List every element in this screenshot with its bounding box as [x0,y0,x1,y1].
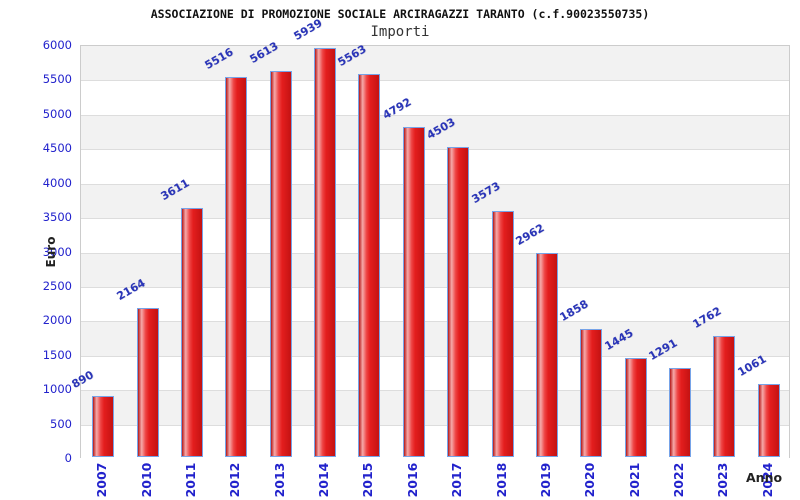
bar-2019 [535,253,558,457]
x-tick-label-2015: 2015 [360,462,376,498]
bar-2011 [180,208,203,457]
y-tick-label: 3000 [42,244,72,259]
x-tick-label-2013: 2013 [271,462,287,498]
y-tick-label: 5000 [42,106,72,121]
gridline [81,286,789,288]
bar-2012 [225,77,248,457]
plot-area: 890 2164 3611 5516 5613 5939 5563 4792 4503 3573 2… [70,17,790,459]
x-axis-label: Anno [746,470,783,485]
gridline [81,355,789,357]
gridline [81,114,789,116]
bar-2021 [624,357,647,457]
bar-2017 [447,147,470,457]
x-tick-label-2012: 2012 [227,462,243,498]
gridline [81,80,789,82]
plot-band [81,114,789,150]
bar-2007 [92,395,115,457]
bar-2010 [136,308,159,457]
y-tick-label: 1000 [42,382,72,397]
y-tick-label: 1500 [42,347,72,362]
y-tick-label: 500 [50,416,72,431]
plot-band [81,46,789,81]
x-tick-label-2021: 2021 [626,462,642,498]
x-tick-label-2010: 2010 [138,462,154,498]
plot-band [81,149,789,184]
bar-2016 [402,127,425,457]
x-tick-label-2007: 2007 [94,462,110,498]
chart-subtitle: Importi [370,24,430,40]
x-tick-label-2019: 2019 [537,462,553,498]
y-tick-label: 3500 [42,210,72,225]
gridline [81,149,789,151]
bar-2022 [669,368,692,457]
y-tick-label: 6000 [42,38,72,52]
gridline [81,321,789,323]
x-tick-label-2011: 2011 [182,462,198,498]
bar-2015 [358,74,381,457]
bar-2024 [757,383,780,457]
gridline [81,252,789,254]
x-tick-label-2022: 2022 [671,462,687,498]
y-tick-label: 4000 [42,175,72,190]
gridline [81,390,789,392]
bar-2020 [580,329,603,457]
gridline [81,218,789,220]
bar-2018 [491,211,514,457]
x-tick-label-2014: 2014 [316,462,332,498]
y-tick-label: 0 [64,451,72,465]
x-tick-label-2018: 2018 [493,462,509,498]
x-tick-label-2016: 2016 [404,462,420,498]
y-axis-label: Euro [44,236,58,268]
x-tick-label-2023: 2023 [715,462,731,498]
x-tick-label-2017: 2017 [449,462,465,498]
y-tick-label: 5500 [42,72,72,87]
plot-band [81,80,789,115]
y-tick-label: 4500 [42,141,72,156]
chart-title: ASSOCIAZIONE DI PROMOZIONE SOCIALE ARCIR… [150,7,650,21]
gridline [81,183,789,185]
bar-2023 [713,335,736,457]
y-tick-label: 2000 [42,313,72,328]
x-tick-label-2020: 2020 [582,462,598,498]
y-tick-label: 2500 [42,278,72,293]
bar-2013 [269,70,292,457]
bar-2014 [314,48,337,457]
gridline [81,424,789,426]
